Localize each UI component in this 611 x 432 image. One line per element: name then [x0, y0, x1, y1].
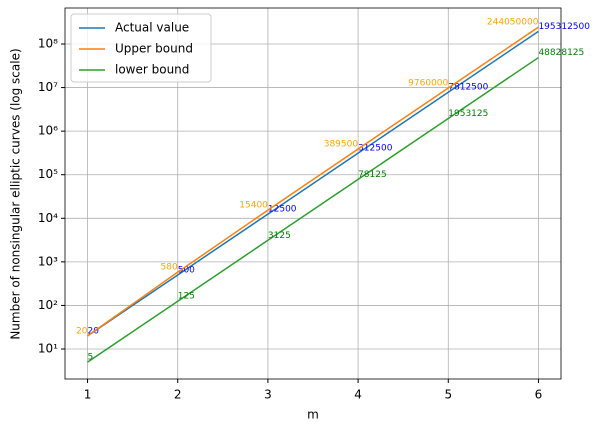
value-label: 244050000 — [487, 18, 539, 28]
value-label: 125 — [178, 292, 195, 302]
value-label: 12500 — [268, 205, 297, 215]
value-label: 5 — [88, 353, 94, 363]
value-label: 9760000 — [408, 79, 448, 89]
x-axis-label: m — [307, 408, 319, 422]
x-tick-label: 4 — [354, 388, 362, 402]
y-axis-label: Number of nonsingular elliptic curves (l… — [9, 48, 23, 339]
legend-box — [70, 13, 212, 83]
value-label: 20 — [76, 326, 88, 336]
value-label: 580 — [161, 263, 178, 273]
x-tick-label: 2 — [174, 388, 182, 402]
y-tick-label: 10⁸ — [38, 36, 58, 50]
y-tick-label: 10⁶ — [38, 124, 58, 138]
y-tick-label: 10⁵ — [38, 167, 58, 181]
x-tick-label: 5 — [444, 388, 452, 402]
value-label: 3125 — [268, 231, 291, 241]
legend-label: lower bound — [115, 63, 189, 77]
x-tick-label: 1 — [84, 388, 92, 402]
line-series — [87, 30, 539, 337]
y-tick-label: 10⁴ — [38, 211, 58, 225]
y-tick-label: 10² — [38, 298, 58, 312]
value-label: 389500 — [324, 139, 359, 149]
value-label: 312500 — [358, 144, 393, 154]
legend-label: Actual value — [115, 21, 189, 35]
value-label: 500 — [178, 265, 195, 275]
value-label: 15400 — [239, 201, 268, 211]
legend-label: Upper bound — [115, 42, 193, 56]
x-tick-label: 6 — [535, 388, 543, 402]
line-series — [87, 26, 539, 337]
line-series — [87, 56, 539, 363]
y-tick-label: 10¹ — [38, 342, 58, 356]
y-tick-label: 10³ — [38, 254, 58, 268]
y-tick-label: 10⁷ — [38, 80, 58, 94]
value-label: 78125 — [358, 170, 387, 180]
value-label: 1953125 — [448, 109, 488, 119]
value-label: 195312500 — [538, 22, 590, 32]
value-label: 7812500 — [448, 83, 488, 93]
plot-frame — [64, 7, 562, 380]
x-tick-label: 3 — [264, 388, 272, 402]
